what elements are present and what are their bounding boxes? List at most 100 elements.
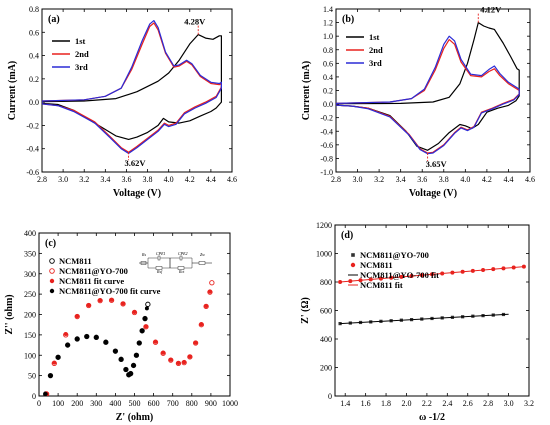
data-point bbox=[134, 353, 139, 358]
x-tick-label: 4.0 bbox=[164, 175, 174, 184]
x-tick-label: 400 bbox=[109, 399, 121, 408]
x-axis-label: Z' (ohm) bbox=[116, 412, 154, 423]
legend-label: NCM811 bbox=[360, 260, 393, 270]
x-tick-label: 2.6 bbox=[463, 399, 473, 408]
data-point bbox=[199, 322, 204, 327]
data-point bbox=[130, 362, 137, 369]
data-point bbox=[128, 371, 133, 376]
data-point bbox=[84, 334, 89, 339]
circuit-label: Rct bbox=[178, 269, 185, 274]
series-line bbox=[42, 20, 222, 154]
y-tick-label: 0 bbox=[328, 392, 332, 401]
y-tick-label: 1000 bbox=[316, 250, 332, 259]
data-point bbox=[338, 322, 342, 326]
x-tick-label: 200 bbox=[71, 399, 83, 408]
x-tick-label: 4.2 bbox=[185, 175, 195, 184]
circuit-element bbox=[140, 261, 147, 265]
y-tick-label: 400 bbox=[24, 229, 36, 238]
data-point bbox=[139, 328, 145, 334]
data-point bbox=[207, 289, 212, 294]
y-tick-label: 1.0 bbox=[323, 32, 333, 41]
data-point bbox=[143, 324, 148, 329]
legend-label: 3rd bbox=[369, 58, 382, 68]
circuit-element bbox=[155, 266, 163, 270]
legend-item: 2nd bbox=[52, 49, 89, 59]
annotation-label: 4.12V bbox=[480, 5, 502, 15]
x-tick-label: 3.8 bbox=[143, 175, 153, 184]
y-tick-label: 0.4 bbox=[323, 73, 333, 82]
data-point bbox=[140, 328, 145, 333]
x-tick-label: 2.0 bbox=[401, 399, 411, 408]
x-tick-label: 1000 bbox=[222, 399, 238, 408]
legend-label: NCM811 fit bbox=[360, 280, 403, 290]
series-line bbox=[336, 39, 520, 154]
y-tick-label: 400 bbox=[320, 335, 332, 344]
data-point bbox=[161, 350, 166, 355]
legend-swatch bbox=[351, 253, 355, 257]
panel-c: 0 100 200 300 400 500 600 700 800 900 1000 0 50 100 15… bbox=[4, 229, 238, 423]
x-tick-label: 2.8 bbox=[331, 175, 341, 184]
y-tick-label: 1.4 bbox=[323, 5, 333, 14]
circuit-label: CPE1 bbox=[156, 251, 166, 256]
y-tick-label: 600 bbox=[320, 307, 332, 316]
legend-swatch bbox=[350, 262, 356, 268]
data-point bbox=[63, 332, 68, 337]
annotation-label: 4.28V bbox=[184, 17, 206, 27]
circuit-element bbox=[198, 261, 206, 265]
y-tick-label: 1200 bbox=[316, 221, 332, 230]
y-tick-label: 250 bbox=[24, 290, 36, 299]
legend-item: 2nd bbox=[346, 45, 383, 55]
data-point bbox=[103, 340, 108, 345]
data-point bbox=[47, 372, 54, 379]
data-point bbox=[209, 280, 215, 286]
y-tick-label: 0.2 bbox=[323, 87, 333, 96]
x-tick-label: 700 bbox=[167, 399, 179, 408]
y-tick-label: 200 bbox=[24, 311, 36, 320]
legend-label: 2nd bbox=[75, 49, 89, 59]
data-point bbox=[43, 391, 48, 396]
legend-label: 1st bbox=[369, 32, 380, 42]
data-point bbox=[143, 316, 148, 321]
x-tick-label: 1.8 bbox=[381, 399, 391, 408]
data-point bbox=[55, 354, 61, 360]
legend-label: 1st bbox=[75, 36, 86, 46]
data-point bbox=[136, 340, 142, 346]
legend-item: 1st bbox=[346, 32, 380, 42]
x-tick-label: 3.4 bbox=[100, 175, 110, 184]
legend-label: 3rd bbox=[75, 62, 88, 72]
annotation-label: 3.65V bbox=[426, 159, 448, 169]
x-axis-label: Voltage (V) bbox=[409, 188, 457, 199]
data-point bbox=[133, 352, 140, 358]
y-tick-label: -0.6 bbox=[320, 141, 333, 150]
data-point bbox=[75, 314, 80, 319]
x-tick-label: 2.4 bbox=[442, 399, 452, 408]
plot-area bbox=[336, 22, 520, 155]
y-tick-label: 0.4 bbox=[29, 52, 39, 61]
data-point bbox=[65, 343, 70, 348]
series-points bbox=[43, 306, 149, 396]
y-tick-label: -0.2 bbox=[320, 114, 333, 123]
series-points bbox=[340, 313, 509, 325]
legend-item: NCM811@YO-700 fit curve bbox=[49, 286, 161, 296]
data-point bbox=[94, 335, 99, 340]
y-tick-label: 200 bbox=[320, 364, 332, 373]
data-point bbox=[176, 360, 181, 365]
data-point bbox=[48, 373, 53, 378]
x-tick-label: 300 bbox=[90, 399, 102, 408]
data-point bbox=[65, 342, 71, 348]
data-point bbox=[103, 339, 109, 345]
legend-label: NCM811 fit curve bbox=[59, 276, 124, 286]
data-point bbox=[113, 349, 118, 354]
x-tick-label: 2.8 bbox=[37, 175, 47, 184]
y-tick-label: 1.2 bbox=[323, 19, 333, 28]
circuit-label: Rs bbox=[141, 252, 146, 257]
data-point bbox=[75, 336, 80, 341]
fit-line bbox=[340, 266, 524, 283]
x-tick-label: 2.2 bbox=[422, 399, 432, 408]
data-point bbox=[153, 339, 158, 344]
series-points bbox=[43, 280, 215, 396]
y-tick-label: 0.0 bbox=[323, 100, 333, 109]
x-tick-label: 100 bbox=[52, 399, 64, 408]
series-points bbox=[340, 266, 524, 283]
